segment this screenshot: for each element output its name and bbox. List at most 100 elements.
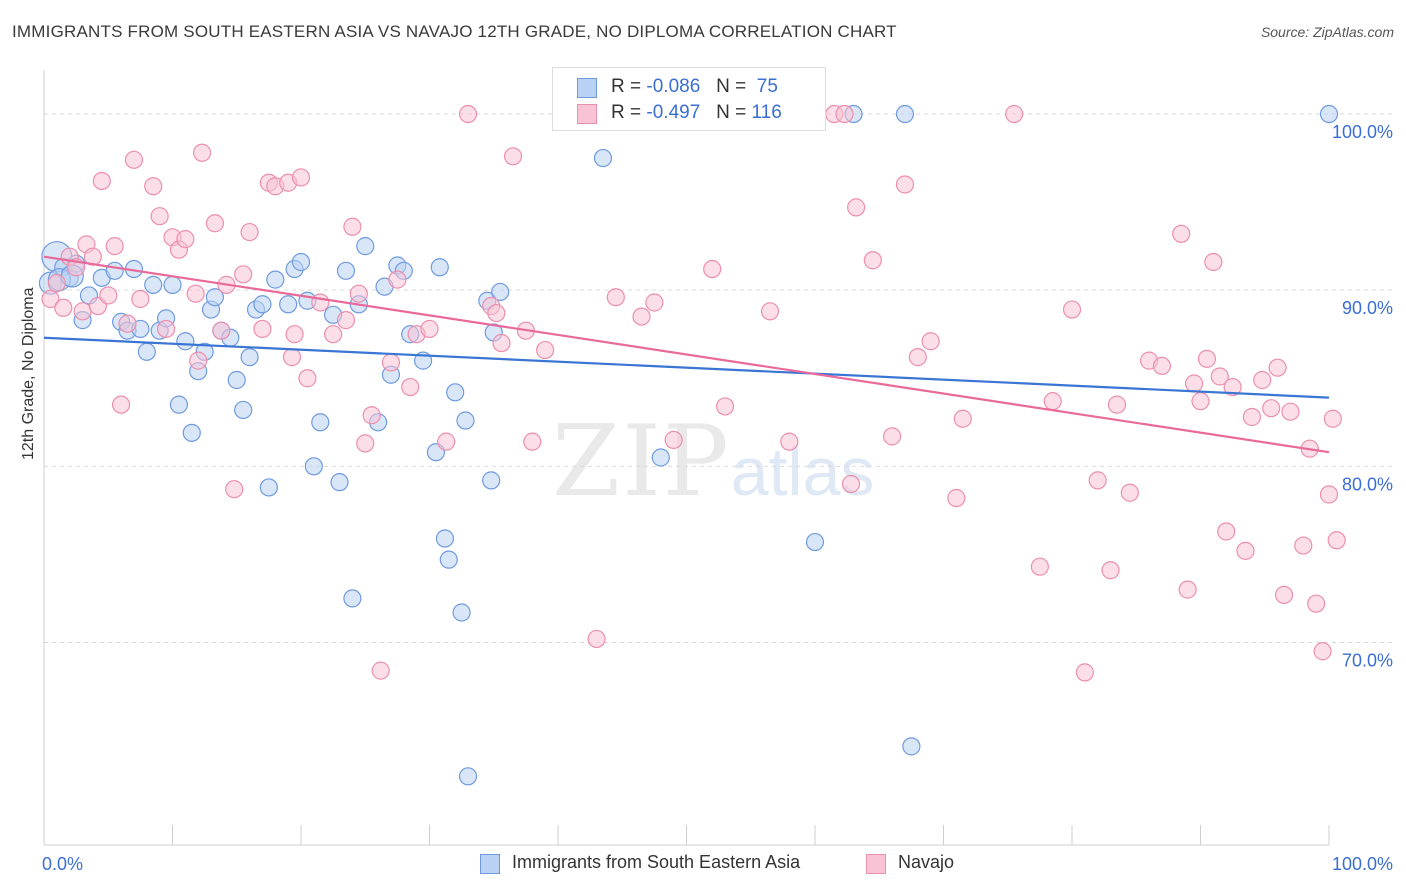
pink-point-30 — [240, 222, 259, 242]
pink-point-1 — [47, 274, 66, 293]
pink-point-75 — [863, 251, 882, 270]
blue-point-41 — [336, 261, 356, 280]
pink-point-70 — [780, 432, 799, 451]
pink-point-97 — [1197, 349, 1217, 368]
pink-point-77 — [895, 175, 915, 194]
blue-point-59 — [458, 767, 478, 786]
pink-point-66 — [703, 259, 722, 279]
pink-point-24 — [192, 143, 212, 162]
pink-point-96 — [1191, 392, 1210, 411]
pink-point-5 — [73, 302, 92, 321]
pink-point-99 — [1210, 367, 1229, 386]
pink-point-102 — [1236, 541, 1255, 560]
pink-point-65 — [664, 430, 683, 449]
blue-point-57 — [452, 603, 471, 622]
pink-point-59 — [523, 432, 542, 451]
pink-point-89 — [1107, 395, 1127, 414]
blue-point-19 — [182, 423, 201, 442]
pink-point-18 — [156, 319, 176, 339]
blue-point-40 — [330, 473, 349, 492]
blue-point-31 — [259, 478, 278, 497]
pink-point-25 — [205, 214, 225, 233]
pink-point-37 — [291, 168, 311, 187]
blue-point-63 — [491, 282, 510, 302]
pink-point-84 — [1043, 392, 1062, 411]
pink-point-72 — [835, 104, 854, 124]
y-tick-label-90: 90.0% — [1342, 298, 1393, 318]
pink-point-53 — [458, 104, 478, 124]
pink-point-39 — [311, 293, 330, 312]
pink-point-11 — [105, 237, 124, 256]
watermark-zip: ZIP — [552, 405, 731, 519]
pink-point-56 — [492, 333, 511, 353]
pink-point-112 — [1313, 642, 1332, 661]
pink-point-103 — [1242, 407, 1262, 427]
blue-point-66 — [651, 448, 670, 467]
blue-point-53 — [430, 258, 449, 277]
pink-point-15 — [131, 289, 150, 309]
pink-point-40 — [324, 325, 343, 344]
pink-point-55 — [487, 303, 506, 323]
pink-point-31 — [253, 319, 272, 339]
pink-point-14 — [124, 150, 144, 169]
legend-text-pink: R = -0.497 N = 116 — [611, 102, 782, 123]
pink-point-22 — [186, 284, 205, 303]
pink-point-16 — [144, 177, 163, 196]
pink-point-76 — [882, 427, 902, 446]
blue-point-23 — [205, 288, 225, 307]
pink-point-43 — [349, 284, 368, 303]
blue-point-16 — [163, 275, 182, 294]
pink-point-46 — [371, 661, 390, 680]
axes — [43, 70, 1330, 846]
legend-swatch-pink — [577, 104, 597, 124]
pink-point-62 — [606, 288, 625, 307]
blue-trend-line — [43, 336, 1330, 399]
blue-point-64 — [593, 148, 613, 168]
pink-point-87 — [1088, 471, 1107, 490]
pink-point-28 — [225, 480, 244, 499]
blue-point-37 — [304, 457, 323, 476]
pink-point-92 — [1152, 356, 1172, 376]
pink-point-73 — [841, 474, 861, 494]
pink-point-57 — [503, 147, 523, 166]
pink-point-82 — [1005, 104, 1024, 124]
pink-point-36 — [285, 325, 304, 344]
pink-point-63 — [632, 307, 651, 326]
pink-point-94 — [1178, 580, 1197, 599]
pink-point-60 — [536, 340, 555, 360]
pink-point-115 — [1327, 531, 1346, 550]
pink-point-93 — [1172, 224, 1191, 243]
legend-stats: R = -0.086 N = 75 R = -0.497 N = 116 — [552, 67, 826, 131]
pink-point-13 — [118, 314, 137, 333]
pink-point-113 — [1319, 485, 1339, 504]
pink-point-10 — [99, 286, 118, 305]
pink-point-0 — [41, 289, 60, 309]
pink-point-101 — [1223, 377, 1242, 397]
pink-point-106 — [1268, 358, 1287, 377]
legend-swatch-navajo — [866, 854, 886, 874]
pink-point-104 — [1253, 370, 1272, 390]
pink-point-47 — [381, 353, 401, 372]
series-pink-points — [41, 104, 1346, 682]
blue-point-28 — [240, 348, 259, 367]
blue-point-71 — [1319, 104, 1339, 124]
blue-point-42 — [343, 589, 362, 608]
pink-point-83 — [1030, 557, 1049, 576]
pink-point-80 — [947, 488, 966, 508]
pink-point-95 — [1184, 374, 1204, 393]
blue-point-55 — [439, 550, 458, 569]
pink-point-107 — [1274, 585, 1294, 604]
pink-point-88 — [1101, 561, 1120, 580]
pink-point-79 — [921, 332, 940, 351]
pink-point-29 — [234, 265, 253, 284]
pink-point-44 — [356, 434, 375, 453]
source-label: Source: ZipAtlas.com — [1260, 24, 1394, 40]
blue-point-30 — [253, 295, 272, 314]
blue-point-27 — [234, 400, 253, 420]
watermark: ZIPatlas — [552, 405, 874, 519]
legend-swatch-immigrants — [480, 854, 500, 874]
blue-point-17 — [169, 395, 189, 414]
legend-text-blue: R = -0.086 N = 75 — [611, 76, 778, 97]
blue-point-32 — [266, 270, 285, 289]
